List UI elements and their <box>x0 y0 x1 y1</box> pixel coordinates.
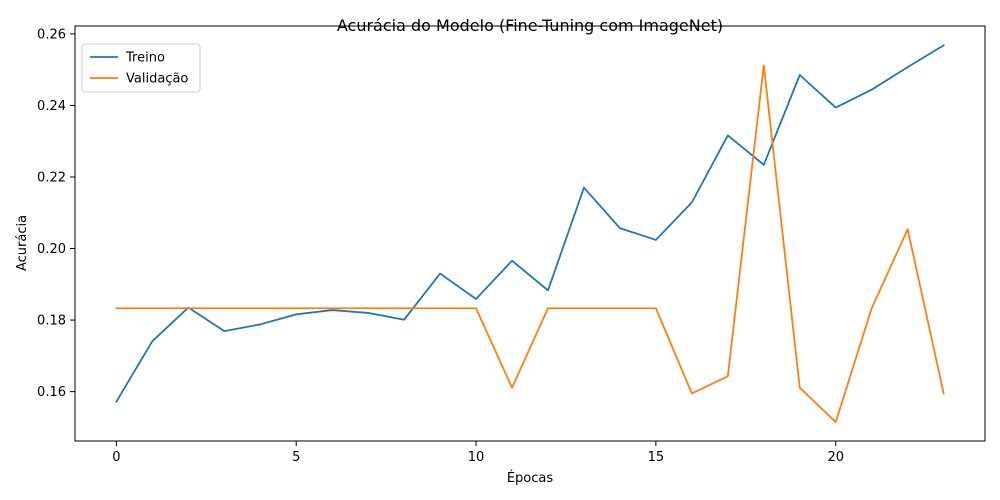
plot-frame <box>74 25 986 442</box>
y-tick-label: 0.20 <box>37 242 66 257</box>
x-tick-label: 5 <box>292 450 300 465</box>
y-tick-label: 0.24 <box>37 99 66 114</box>
x-tick-label: 20 <box>827 450 844 465</box>
x-tick-label: 15 <box>648 450 665 465</box>
legend-label: Treino <box>125 51 165 66</box>
series-line-treino <box>115 44 945 403</box>
y-tick-label: 0.16 <box>37 385 66 400</box>
series-line-validacao <box>115 64 945 423</box>
legend-label: Validação <box>126 72 188 87</box>
y-axis-title: Acurácia <box>15 215 30 271</box>
x-tick-label: 10 <box>468 450 485 465</box>
x-tick-label: 0 <box>112 450 120 465</box>
legend: Treino Validação <box>81 43 201 93</box>
y-tick-label: 0.18 <box>37 314 66 329</box>
plot-area: 0 5 10 15 20 0.16 0.18 0.20 0.22 0.24 0.26 <box>37 25 986 465</box>
y-tick-label: 0.22 <box>37 170 66 185</box>
y-tick-label: 0.26 <box>37 27 66 42</box>
x-axis-title: Épocas <box>507 470 554 486</box>
legend-box <box>81 43 201 93</box>
